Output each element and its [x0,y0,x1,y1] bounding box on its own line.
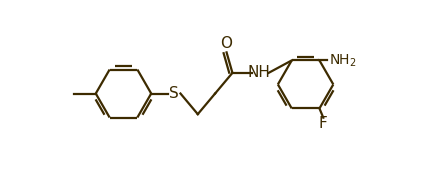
Text: S: S [170,86,179,101]
Text: O: O [220,36,232,51]
Text: F: F [319,116,328,131]
Text: NH: NH [248,65,271,80]
Text: NH$_2$: NH$_2$ [329,52,356,69]
